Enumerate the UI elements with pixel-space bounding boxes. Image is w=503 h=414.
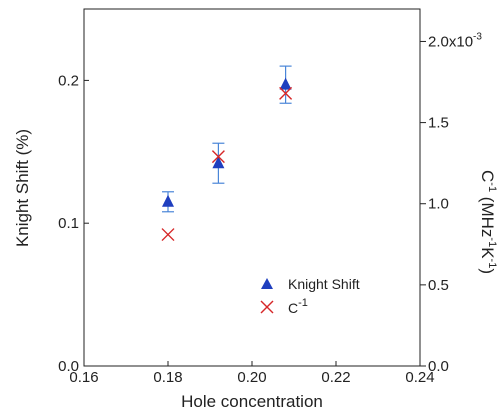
x-axis: 0.16 0.18 0.20 0.22 0.24: [69, 361, 435, 386]
left-y-tick-label: 0.0: [58, 358, 79, 375]
right-y-tick-label: 2.0x10-3: [428, 31, 482, 50]
right-y-axis-title: C-1 (MHz-1K-1): [478, 170, 498, 274]
right-y-tick-label: 0.0: [428, 358, 449, 375]
legend-triangle-marker: [261, 278, 273, 289]
x-tick-label: 0.24: [405, 369, 434, 386]
data-marks: [161, 65, 293, 242]
x-tick-label: 0.20: [237, 369, 266, 386]
knight-shift-point: [212, 156, 225, 169]
x-tick-label: 0.22: [321, 369, 350, 386]
right-title-sup2: -1: [486, 237, 498, 247]
knight-shift-point: [279, 77, 292, 90]
svg-text:C-1 (MHz-1K-1): C-1 (MHz-1K-1): [478, 170, 498, 274]
legend-knight-shift-label: Knight Shift: [288, 276, 360, 292]
c-inverse-point: [279, 86, 293, 100]
legend-cross-marker: [260, 300, 274, 314]
right-y-tick-label: 1.5: [428, 115, 449, 132]
x-axis-title: Hole concentration: [181, 392, 323, 411]
right-y-axis: 0.0 0.5 1.0 1.5 2.0x10-3: [420, 31, 482, 375]
left-y-axis-title: Knight Shift (%): [13, 129, 32, 247]
c-inverse-point: [211, 150, 225, 164]
legend-c-inverse-label: C-1: [288, 297, 308, 316]
x-tick-label: 0.16: [69, 369, 98, 386]
right-title-sup1: -1: [486, 182, 498, 192]
legend: Knight Shift C-1: [260, 276, 360, 316]
x-tick-label: 0.18: [153, 369, 182, 386]
left-y-tick-label: 0.2: [58, 72, 79, 89]
c-inverse-point: [161, 228, 175, 242]
right-y-exponent: -3: [473, 31, 482, 42]
right-title-k: K: [478, 247, 497, 259]
right-title-end: ): [478, 268, 497, 274]
plot-frame: [83, 8, 421, 367]
left-y-axis: 0.0 0.1 0.2: [58, 72, 89, 375]
right-y-tick-label: 1.0: [428, 196, 449, 213]
right-title-sup3: -1: [486, 259, 498, 269]
left-y-tick-label: 0.1: [58, 215, 79, 232]
right-y-tick-label: 0.5: [428, 277, 449, 294]
right-title-c: C: [478, 170, 497, 182]
right-title-mid: (MHz: [478, 192, 497, 237]
knight-shift-point: [162, 194, 174, 207]
